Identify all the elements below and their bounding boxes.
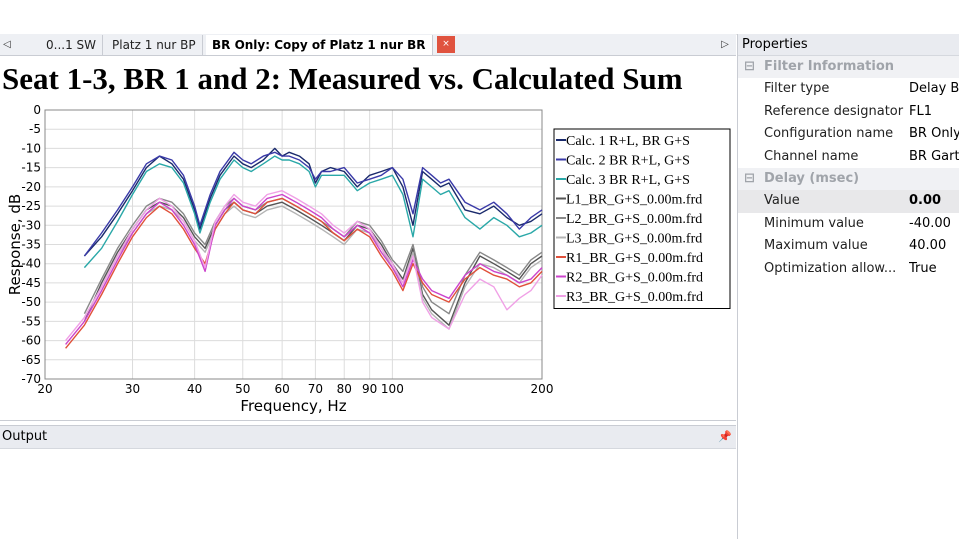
y-tick-label: -50 bbox=[21, 295, 41, 309]
y-tick-label: -25 bbox=[21, 199, 41, 213]
y-tick-label: -70 bbox=[21, 372, 41, 386]
category-delay[interactable]: ⊟ Delay (msec) bbox=[738, 168, 959, 190]
series-line-3 bbox=[83, 155, 543, 269]
pin-icon[interactable]: 📌 bbox=[718, 430, 732, 443]
property-name: Minimum value bbox=[764, 215, 864, 231]
x-axis-label: Frequency, Hz bbox=[240, 397, 346, 415]
tab-0-1-sw[interactable]: 0...1 SW bbox=[40, 35, 104, 55]
top-band bbox=[0, 0, 959, 35]
y-tick-label: -5 bbox=[29, 122, 41, 136]
y-tick-label: -30 bbox=[21, 218, 41, 232]
x-tick-label: 80 bbox=[337, 382, 352, 396]
y-tick-label: -20 bbox=[21, 180, 41, 194]
output-title: Output bbox=[2, 429, 48, 444]
property-name: Filter type bbox=[764, 81, 830, 96]
legend-entry: Calc. 1 R+L, BR G+S bbox=[566, 134, 690, 149]
tab-platz-1-nur-bp[interactable]: Platz 1 nur BP bbox=[106, 35, 203, 55]
property-name: Channel name bbox=[764, 148, 859, 164]
properties-title: Properties bbox=[738, 34, 959, 56]
legend-entry: Calc. 3 BR R+L, G+S bbox=[566, 173, 690, 188]
legend-entry: Calc. 2 BR R+L, G+S bbox=[566, 154, 690, 169]
property-row-minimum-value[interactable]: Minimum value -40.00 bbox=[738, 213, 959, 236]
series-line-8 bbox=[65, 193, 543, 345]
x-tick-label: 40 bbox=[187, 382, 202, 396]
y-axis-label: Response, dB bbox=[6, 194, 24, 295]
legend-entry: L3_BR_G+S_0.00m.frd bbox=[566, 232, 702, 247]
property-row-channel-name[interactable]: Channel name BR Gart bbox=[738, 146, 959, 169]
legend-entry: L1_BR_G+S_0.00m.frd bbox=[566, 193, 702, 208]
document-tab-strip: ◁ 0...1 SW Platz 1 nur BP BR Only: Copy … bbox=[0, 34, 736, 56]
tab-scroll-left-icon[interactable]: ◁ bbox=[3, 39, 11, 50]
x-tick-label: 200 bbox=[531, 382, 554, 396]
tab-scroll-right-icon[interactable]: ▷ bbox=[721, 39, 729, 50]
response-chart: 20 30 40 50 60 70 80 90 100 200 0 -5 -10 -15 -20 -25 -30… bbox=[6, 103, 731, 415]
close-tab-icon[interactable]: × bbox=[437, 36, 455, 53]
y-tick-label: -35 bbox=[21, 238, 41, 252]
property-value[interactable]: 0.00 bbox=[909, 193, 942, 208]
output-pane: Output 📌 bbox=[0, 425, 736, 540]
category-label: Delay (msec) bbox=[764, 171, 860, 186]
property-row-maximum-value[interactable]: Maximum value 40.00 bbox=[738, 235, 959, 258]
y-tick-label: -40 bbox=[21, 257, 41, 271]
category-label: Filter Information bbox=[764, 59, 895, 74]
property-row-filter-type[interactable]: Filter type Delay B bbox=[738, 78, 959, 101]
property-value[interactable]: BR Gart bbox=[909, 148, 959, 164]
x-tick-label: 20 bbox=[37, 382, 52, 396]
x-tick-label: 50 bbox=[235, 382, 250, 396]
property-name: Reference designator bbox=[764, 103, 904, 119]
x-tick-label: 30 bbox=[125, 382, 140, 396]
legend-entry: R2_BR_G+S_0.00m.frd bbox=[566, 271, 703, 286]
legend-entry: R3_BR_G+S_0.00m.frd bbox=[566, 290, 703, 305]
chart-title: Seat 1-3, BR 1 and 2: Measured vs. Calcu… bbox=[2, 61, 683, 96]
series-line-7 bbox=[65, 197, 543, 349]
y-tick-label: -55 bbox=[21, 314, 41, 328]
property-value[interactable]: True bbox=[909, 260, 937, 276]
property-value[interactable]: FL1 bbox=[909, 103, 932, 119]
y-tick-label: -65 bbox=[21, 353, 41, 367]
properties-pane: Properties ⊟ Filter Information Filter t… bbox=[737, 34, 959, 539]
property-value[interactable]: 40.00 bbox=[909, 238, 947, 253]
y-tick-label: 0 bbox=[33, 103, 41, 117]
property-value[interactable]: -40.00 bbox=[909, 215, 951, 231]
property-value[interactable]: Delay B bbox=[909, 81, 959, 96]
tab-br-only-copy[interactable]: BR Only: Copy of Platz 1 nur BR bbox=[206, 35, 433, 55]
legend-box bbox=[553, 128, 731, 309]
property-name: Optimization allow... bbox=[764, 260, 897, 276]
collapse-icon[interactable]: ⊟ bbox=[744, 59, 755, 74]
x-tick-label: 90 bbox=[362, 382, 377, 396]
plot-area bbox=[44, 109, 543, 380]
property-row-value[interactable]: Value 0.00 bbox=[738, 190, 959, 213]
property-name: Configuration name bbox=[764, 126, 894, 141]
y-tick-label: -45 bbox=[21, 276, 41, 290]
y-tick-label: -15 bbox=[21, 161, 41, 175]
series-line-2 bbox=[83, 151, 543, 257]
property-row-configuration-name[interactable]: Configuration name BR Only bbox=[738, 123, 959, 146]
y-tick-label: -10 bbox=[21, 141, 41, 155]
x-tick-label: 70 bbox=[308, 382, 323, 396]
property-row-reference-designator[interactable]: Reference designator FL1 bbox=[738, 101, 959, 124]
property-row-optimization-allowed[interactable]: Optimization allow... True bbox=[738, 258, 959, 281]
legend-entry: L2_BR_G+S_0.00m.frd bbox=[566, 212, 702, 227]
property-name: Value bbox=[764, 193, 800, 208]
series-line-9 bbox=[65, 189, 543, 342]
x-tick-label: 100 bbox=[381, 382, 404, 396]
property-name: Maximum value bbox=[764, 238, 868, 253]
plot-panel: Seat 1-3, BR 1 and 2: Measured vs. Calcu… bbox=[0, 56, 736, 421]
category-filter-information[interactable]: ⊟ Filter Information bbox=[738, 56, 959, 78]
chart-legend: Calc. 1 R+L, BR G+S Calc. 2 BR R+L, G+S Ca… bbox=[553, 128, 731, 309]
output-header: Output 📌 bbox=[0, 426, 736, 449]
output-content bbox=[0, 449, 736, 539]
y-tick-label: -60 bbox=[21, 334, 41, 348]
x-tick-label: 60 bbox=[274, 382, 289, 396]
collapse-icon[interactable]: ⊟ bbox=[744, 171, 755, 186]
legend-entry: R1_BR_G+S_0.00m.frd bbox=[566, 251, 703, 266]
property-value[interactable]: BR Only bbox=[909, 126, 959, 141]
